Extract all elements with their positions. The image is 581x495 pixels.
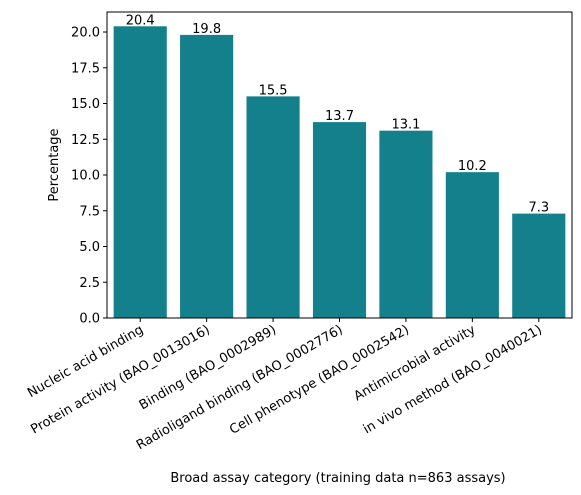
bar	[312, 122, 367, 318]
bar	[113, 26, 167, 318]
bar-value-label: 13.7	[325, 109, 354, 124]
y-tick-label: 12.5	[71, 133, 100, 148]
bar	[379, 130, 433, 318]
bar-value-label: 20.4	[126, 13, 155, 28]
y-tick-label: 5.0	[79, 240, 100, 255]
y-tick-label: 7.5	[79, 204, 100, 219]
bar	[445, 172, 499, 318]
y-axis: 0.0 2.5 5.0 7.5 10.0 12.5 15.0 17.5 20.0	[71, 26, 107, 327]
bar-value-label: 13.1	[391, 118, 420, 133]
y-tick-label: 15.0	[71, 97, 100, 112]
y-axis-label: Percentage	[47, 128, 62, 201]
bar	[246, 96, 300, 318]
bar	[180, 34, 234, 318]
y-tick-label: 17.5	[71, 61, 100, 76]
y-tick-label: 20.0	[71, 26, 100, 41]
x-axis-label: Broad assay category (training data n=86…	[170, 471, 505, 486]
y-tick-label: 10.0	[71, 169, 100, 184]
bar-value-label: 15.5	[259, 83, 288, 98]
bar-value-label: 10.2	[458, 159, 487, 174]
value-labels-layer: 20.4 19.8 15.5 13.7 13.1 10.2 7.3	[126, 13, 549, 215]
bar-value-label: 19.8	[192, 22, 221, 37]
x-tick-label: Nucleic acid binding	[25, 322, 146, 401]
plot-frame	[106, 11, 573, 319]
y-tick-label: 0.0	[79, 312, 100, 327]
y-tick-label: 2.5	[79, 276, 100, 291]
bar-value-label: 7.3	[528, 201, 549, 216]
bar	[512, 213, 566, 318]
bars-layer	[113, 26, 566, 318]
